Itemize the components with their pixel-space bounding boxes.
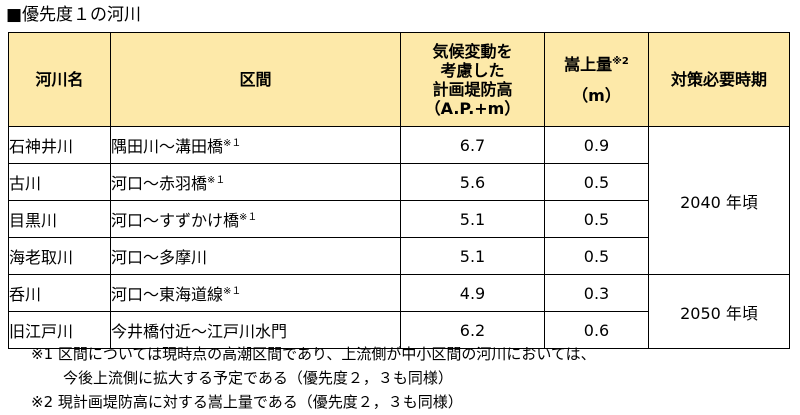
header-raise-unit: （m） bbox=[572, 85, 621, 105]
table-row: 海老取川 河口～多摩川 5.1 0.5 bbox=[8, 237, 790, 275]
footnote-1-line-2: 今後上流側に拡大する予定である（優先度２，３も同様） bbox=[63, 369, 453, 387]
header-raise-amount: 嵩上量※2 （m） bbox=[544, 32, 649, 127]
embankment-height-cell: 5.1 bbox=[400, 200, 545, 238]
section-cell: 河口～東海道線※１ bbox=[110, 274, 401, 312]
header-embankment-line-2: 考慮した bbox=[440, 60, 505, 80]
raise-amount-cell: 0.9 bbox=[544, 126, 649, 164]
period-cell-2040: 2040 年頃 bbox=[648, 126, 790, 275]
footnote-mark: ※１ bbox=[223, 138, 242, 149]
footnote-mark: ※１ bbox=[239, 212, 258, 223]
footnotes: ※1 区間については現時点の高潮区間であり、上流側が中小区間の河川においては、 … bbox=[31, 342, 596, 414]
table-row: 古川 河口～赤羽橋※１ 5.6 0.5 bbox=[8, 163, 790, 201]
table-row: 目黒川 河口～すずかけ橋※１ 5.1 0.5 bbox=[8, 200, 790, 238]
river-name-cell: 海老取川 bbox=[8, 237, 111, 275]
header-embankment-line-4: （A.P.+m） bbox=[424, 98, 521, 118]
footnote-mark: ※１ bbox=[223, 286, 242, 297]
table-row: 石神井川 隅田川～溝田橋※１ 6.7 0.9 2040 年頃 bbox=[8, 126, 790, 275]
embankment-height-cell: 5.6 bbox=[400, 163, 545, 201]
table-row: 呑川 河口～東海道線※１ 4.9 0.3 2050 年頃 bbox=[8, 274, 790, 349]
embankment-height-cell: 6.7 bbox=[400, 126, 545, 164]
section-cell: 河口～赤羽橋※１ bbox=[110, 163, 401, 201]
river-name-cell: 石神井川 bbox=[8, 126, 111, 164]
raise-amount-cell: 0.3 bbox=[544, 274, 649, 312]
footnote-mark: ※１ bbox=[207, 175, 226, 186]
section-cell: 今井橋付近～江戸川水門 bbox=[110, 311, 401, 349]
header-section: 区間 bbox=[110, 32, 401, 127]
footnote-2: ※2 現計画堤防高に対する嵩上量である（優先度２，３も同様） bbox=[31, 393, 463, 411]
header-required-period: 対策必要時期 bbox=[648, 32, 790, 127]
header-embankment-line-1: 気候変動を bbox=[432, 41, 513, 61]
river-name-cell: 呑川 bbox=[8, 274, 111, 312]
page-title: ■優先度１の河川 bbox=[6, 5, 142, 25]
river-name-cell: 目黒川 bbox=[8, 200, 111, 238]
raise-amount-cell: 0.6 bbox=[544, 311, 649, 349]
period-cell-2050: 2050 年頃 bbox=[648, 274, 790, 349]
table-row: 旧江戸川 今井橋付近～江戸川水門 6.2 0.6 bbox=[8, 311, 790, 349]
river-table: 河川名 区間 気候変動を 考慮した 計画堤防高 （A.P.+m） 嵩上量※2 （… bbox=[8, 32, 790, 349]
raise-amount-cell: 0.5 bbox=[544, 200, 649, 238]
section-cell: 河口～すずかけ橋※１ bbox=[110, 200, 401, 238]
header-raise-footnote-mark: ※2 bbox=[612, 55, 629, 67]
header-embankment-line-3: 計画堤防高 bbox=[432, 79, 513, 99]
embankment-height-cell: 5.1 bbox=[400, 237, 545, 275]
embankment-height-cell: 4.9 bbox=[400, 274, 545, 312]
river-name-cell: 古川 bbox=[8, 163, 111, 201]
raise-amount-cell: 0.5 bbox=[544, 163, 649, 201]
header-raise-label: 嵩上量 bbox=[564, 54, 613, 74]
raise-amount-cell: 0.5 bbox=[544, 237, 649, 275]
embankment-height-cell: 6.2 bbox=[400, 311, 545, 349]
section-cell: 河口～多摩川 bbox=[110, 237, 401, 275]
table-header-row: 河川名 区間 気候変動を 考慮した 計画堤防高 （A.P.+m） 嵩上量※2 （… bbox=[8, 32, 790, 127]
section-cell: 隅田川～溝田橋※１ bbox=[110, 126, 401, 164]
header-planned-embankment-height: 気候変動を 考慮した 計画堤防高 （A.P.+m） bbox=[400, 32, 545, 127]
header-river-name: 河川名 bbox=[8, 32, 111, 127]
footnote-1-line-1: ※1 区間については現時点の高潮区間であり、上流側が中小区間の河川においては、 bbox=[31, 345, 596, 363]
river-name-cell: 旧江戸川 bbox=[8, 311, 111, 349]
